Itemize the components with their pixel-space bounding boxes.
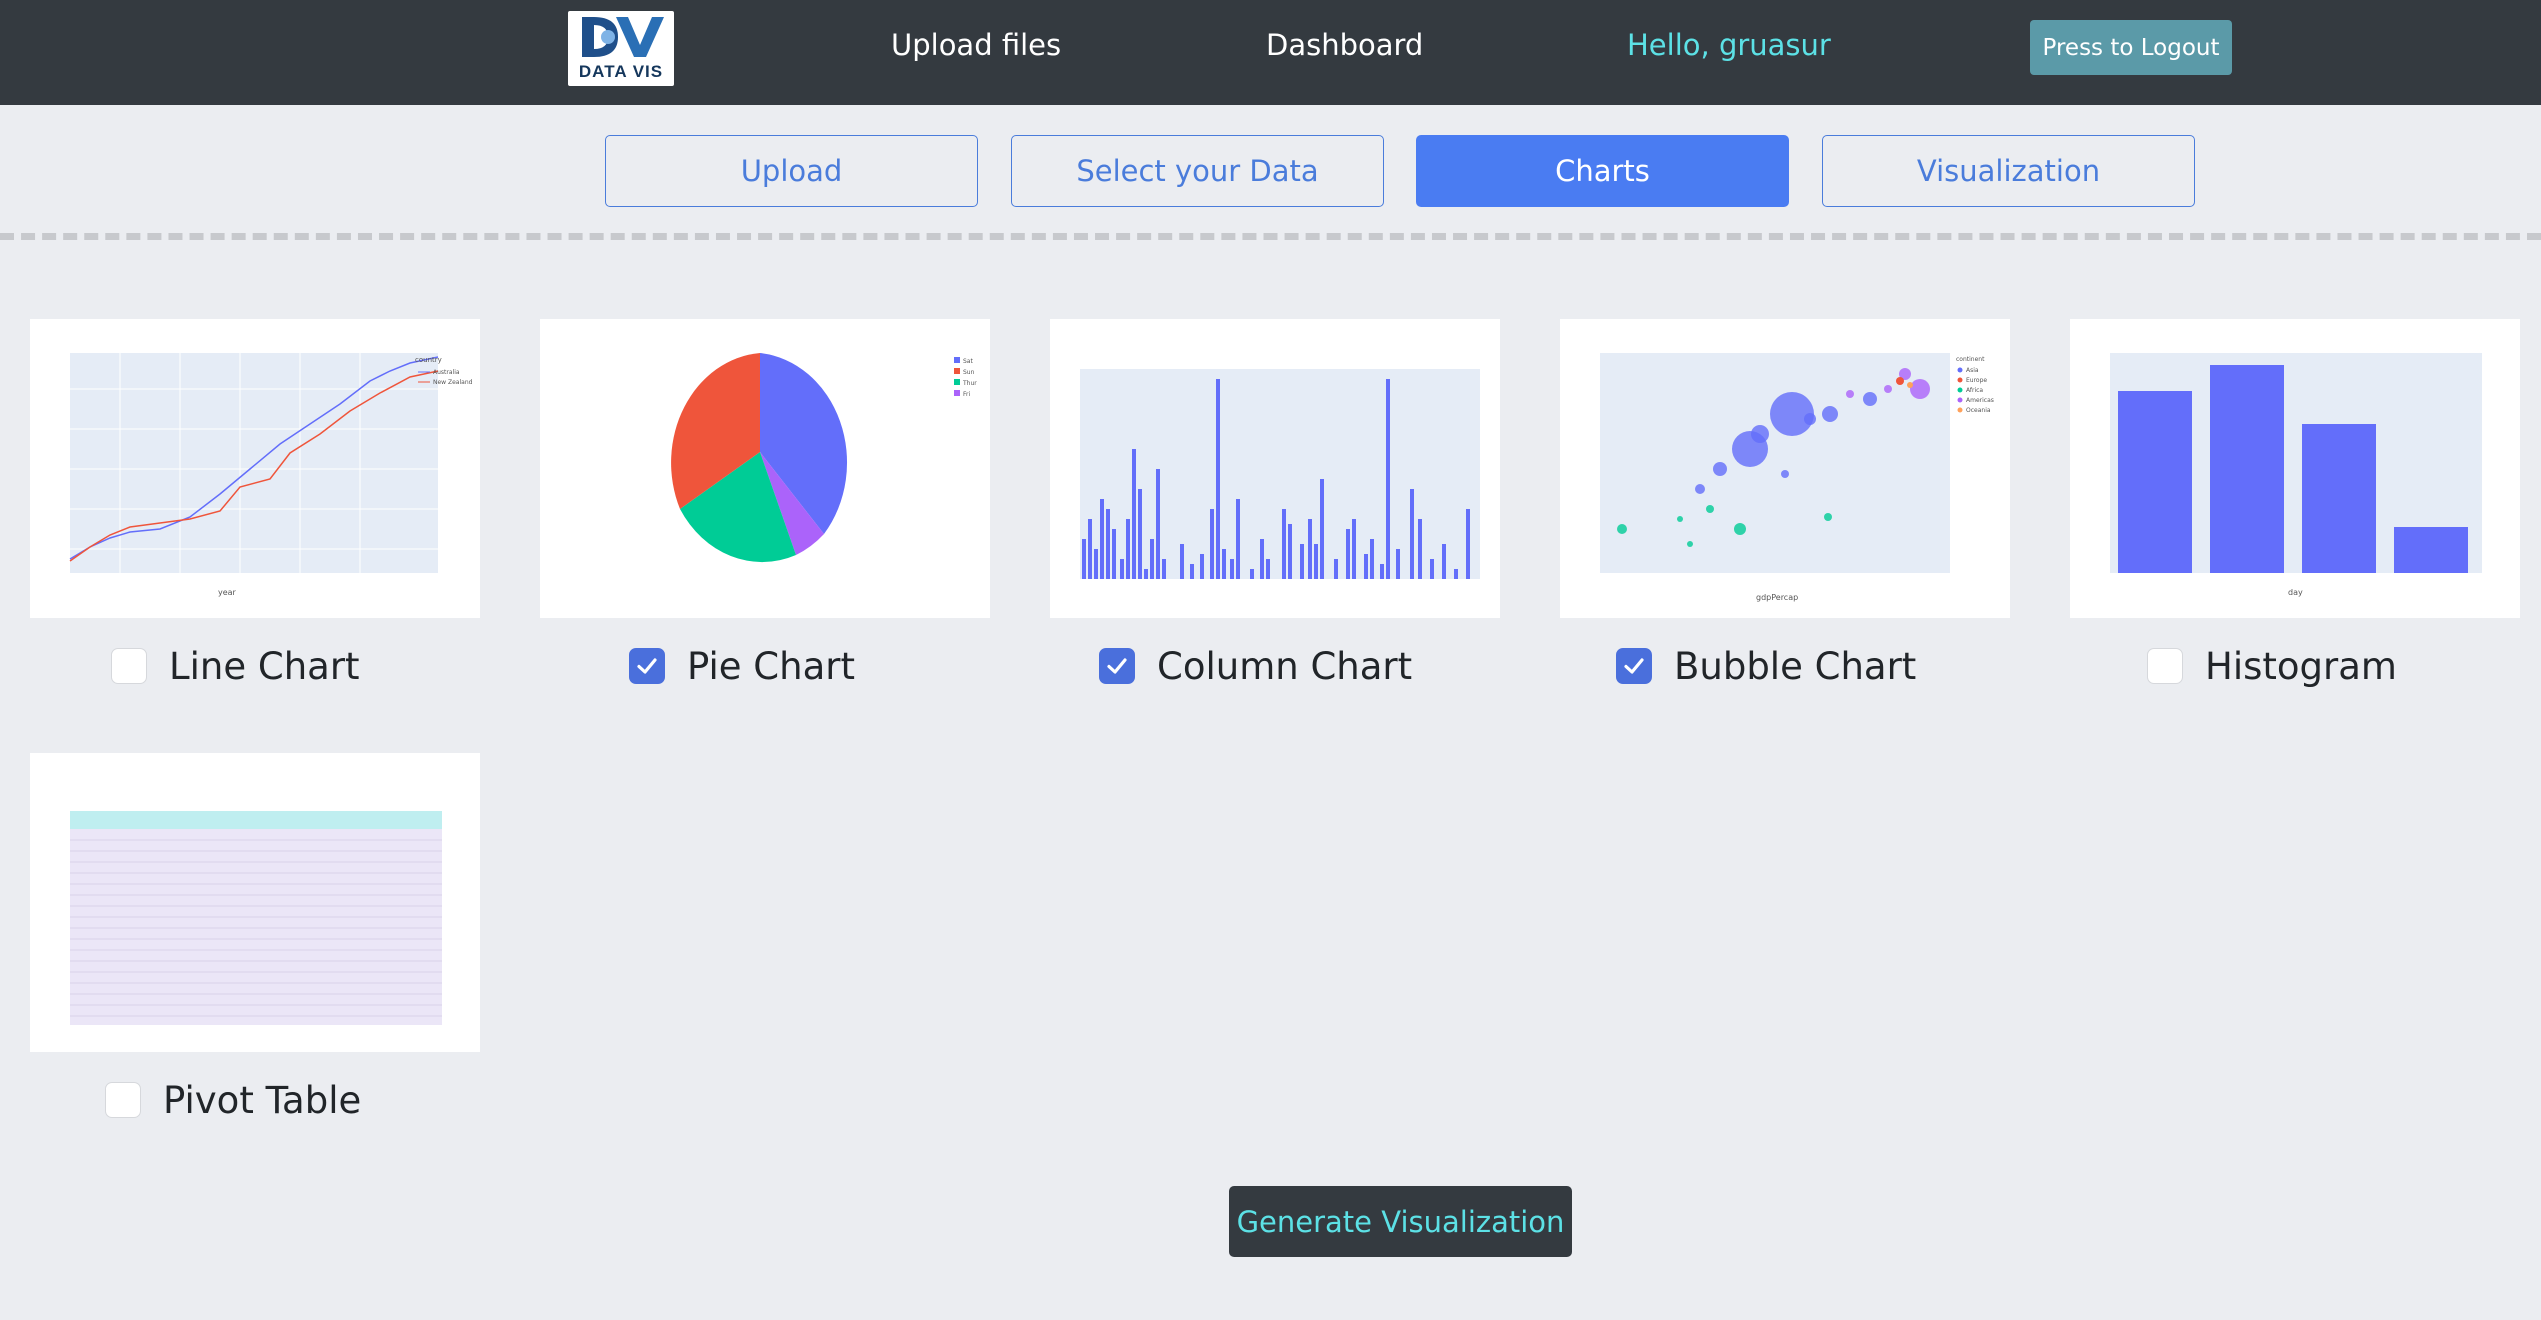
- bubble-chart-preview-icon: continent Asia Europe Africa Americas Oc…: [1600, 353, 1994, 602]
- generate-visualization-button[interactable]: Generate Visualization: [1229, 1186, 1572, 1257]
- line-chart-preview-icon: country Australia New Zealand year: [69, 353, 473, 597]
- bubble-chart-thumbnail[interactable]: continent Asia Europe Africa Americas Oc…: [1560, 319, 2010, 618]
- column-chart-thumbnail[interactable]: [1050, 319, 1500, 618]
- svg-text:Africa: Africa: [1966, 387, 1983, 394]
- histogram-checkbox[interactable]: [2147, 648, 2183, 684]
- data-vis-logo[interactable]: DATA VIS: [568, 11, 674, 86]
- svg-text:Australia: Australia: [433, 369, 460, 376]
- pivot-table-label: Pivot Table: [163, 1078, 362, 1122]
- histogram-label: Histogram: [2205, 644, 2397, 688]
- check-icon: [1107, 658, 1127, 674]
- bubble-chart-label: Bubble Chart: [1674, 644, 1917, 688]
- svg-text:Oceania: Oceania: [1966, 407, 1991, 414]
- svg-text:day: day: [2288, 588, 2303, 597]
- logout-button[interactable]: Press to Logout: [2030, 20, 2232, 75]
- svg-text:Americas: Americas: [1966, 397, 1994, 404]
- pivot-table-checkbox[interactable]: [105, 1082, 141, 1118]
- svg-text:Sat: Sat: [963, 358, 973, 365]
- svg-text:Thur: Thur: [962, 380, 977, 387]
- option-bubble-chart[interactable]: Bubble Chart: [1616, 641, 1916, 691]
- svg-text:Asia: Asia: [1966, 367, 1979, 374]
- line-chart-checkbox[interactable]: [111, 648, 147, 684]
- pie-chart-checkbox[interactable]: [629, 648, 665, 684]
- tab-select-data[interactable]: Select your Data: [1011, 135, 1384, 207]
- pivot-table-preview-icon: [70, 811, 442, 1025]
- check-icon: [1624, 658, 1644, 674]
- svg-text:country: country: [415, 356, 442, 364]
- pie-chart-preview-icon: Sat Sun Thur Fri: [671, 353, 977, 563]
- pie-chart-label: Pie Chart: [687, 644, 855, 688]
- tab-visualization[interactable]: Visualization: [1822, 135, 2195, 207]
- histogram-thumbnail[interactable]: day: [2070, 319, 2520, 618]
- option-pivot-table[interactable]: Pivot Table: [105, 1075, 361, 1125]
- top-navbar: DATA VIS Upload files Dashboard Hello, g…: [0, 0, 2541, 105]
- svg-text:Europe: Europe: [1966, 377, 1987, 384]
- logo-icon: [582, 17, 664, 57]
- svg-text:gdpPercap: gdpPercap: [1756, 593, 1798, 602]
- bubble-chart-checkbox[interactable]: [1616, 648, 1652, 684]
- logo-text: DATA VIS: [578, 62, 664, 81]
- pie-chart-thumbnail[interactable]: Sat Sun Thur Fri: [540, 319, 990, 618]
- tab-upload[interactable]: Upload: [605, 135, 978, 207]
- svg-text:Fri: Fri: [963, 391, 970, 398]
- nav-upload-files[interactable]: Upload files: [891, 28, 1062, 62]
- option-line-chart[interactable]: Line Chart: [111, 641, 360, 691]
- pivot-table-thumbnail[interactable]: [30, 753, 480, 1052]
- column-chart-preview-icon: [1080, 369, 1480, 579]
- section-divider: [0, 233, 2541, 240]
- nav-dashboard[interactable]: Dashboard: [1266, 28, 1424, 62]
- check-icon: [637, 658, 657, 674]
- svg-text:Sun: Sun: [963, 369, 975, 376]
- svg-text:New Zealand: New Zealand: [433, 379, 473, 386]
- svg-text:year: year: [218, 588, 237, 597]
- column-chart-checkbox[interactable]: [1099, 648, 1135, 684]
- option-histogram[interactable]: Histogram: [2147, 641, 2397, 691]
- line-chart-thumbnail[interactable]: country Australia New Zealand year: [30, 319, 480, 618]
- histogram-preview-icon: day: [2110, 353, 2482, 597]
- line-chart-label: Line Chart: [169, 644, 360, 688]
- column-chart-label: Column Chart: [1157, 644, 1413, 688]
- option-column-chart[interactable]: Column Chart: [1099, 641, 1412, 691]
- option-pie-chart[interactable]: Pie Chart: [629, 641, 855, 691]
- nav-user-greeting[interactable]: Hello, gruasur: [1627, 28, 1831, 62]
- svg-text:continent: continent: [1956, 356, 1985, 363]
- tab-charts[interactable]: Charts: [1416, 135, 1789, 207]
